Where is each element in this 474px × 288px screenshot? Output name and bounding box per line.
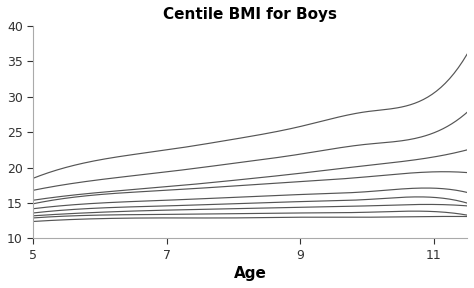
Title: Centile BMI for Boys: Centile BMI for Boys [163, 7, 337, 22]
X-axis label: Age: Age [234, 266, 266, 281]
